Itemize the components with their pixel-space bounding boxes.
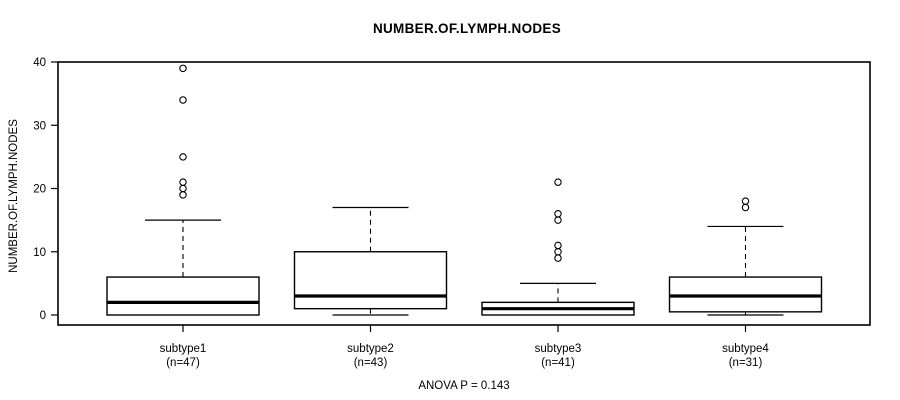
x-group-sublabel: (n=41) [541,357,575,369]
boxplot-subtype4 [668,197,823,316]
boxplot-subtype2 [293,206,448,316]
x-group-sublabel: (n=47) [166,357,200,369]
outlier-point [179,184,187,193]
outlier-point [554,210,562,218]
iqr-box [106,276,260,316]
outlier-point [179,153,187,161]
y-tick-label: 10 [33,247,46,259]
outlier-point [554,248,562,256]
plot-area-border [57,61,871,326]
outlier-point [554,241,562,250]
y-tick-label: 0 [40,310,46,322]
iqr-box [293,251,448,310]
y-tick-label: 40 [33,57,46,69]
outlier-point [554,178,562,186]
x-group-sublabel: (n=31) [729,357,763,369]
outlier-point [554,216,562,224]
x-group-label: subtype1 [160,343,207,355]
boxplot-subtype3 [481,178,635,316]
x-group-label: subtype4 [722,343,769,355]
x-group-label: subtype3 [535,343,582,355]
y-tick-label: 30 [33,120,46,132]
x-group-sublabel: (n=43) [354,357,388,369]
outlier-point [741,197,750,205]
outlier-point [179,191,187,199]
y-tick-label: 20 [33,184,46,196]
chart-title: NUMBER.OF.LYMPH.NODES [372,21,562,36]
anova-annotation: ANOVA P = 0.143 [418,380,510,392]
x-group-label: subtype2 [347,343,394,355]
outlier-point [741,203,750,212]
outlier-point [179,64,187,73]
outlier-point [554,254,562,262]
outlier-point [179,178,187,186]
outlier-point [179,96,187,104]
boxplot-subtype1 [106,64,260,316]
